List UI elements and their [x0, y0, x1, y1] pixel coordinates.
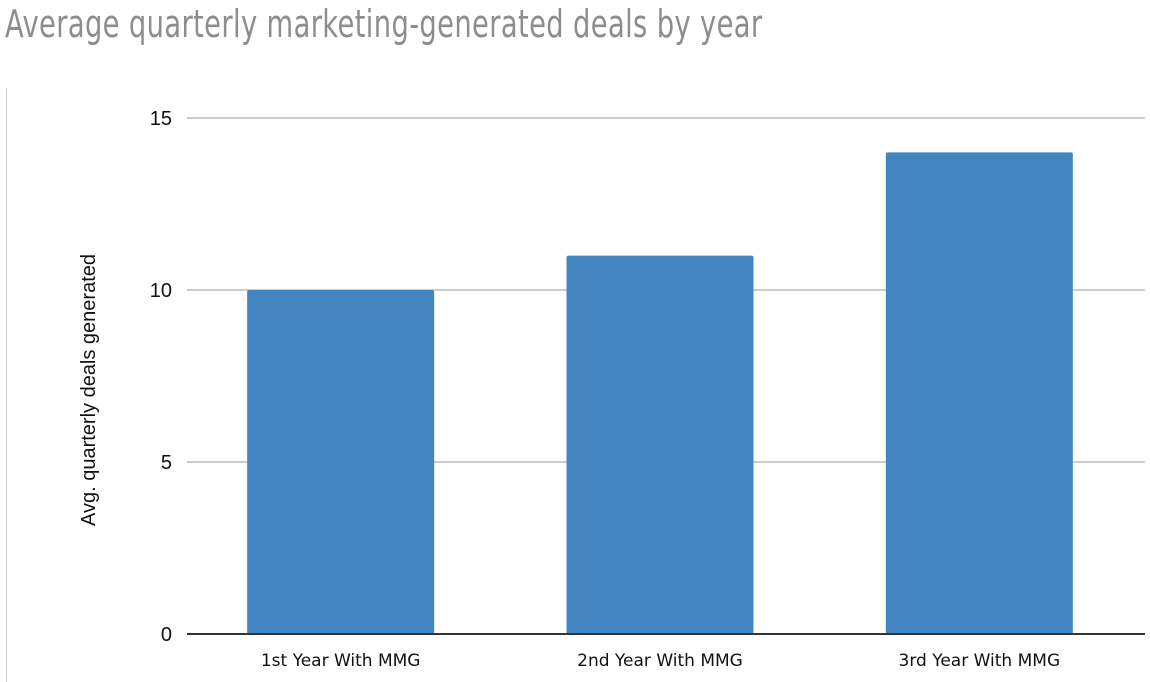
- y-tick-label: 0: [161, 624, 172, 646]
- bar: [247, 290, 435, 634]
- chart-title: Average quarterly marketing-generated de…: [5, 2, 763, 46]
- y-tick-label: 15: [150, 108, 172, 130]
- x-tick-label: 2nd Year With MMG: [577, 651, 743, 671]
- bar: [885, 152, 1073, 634]
- y-axis-label: Avg. quarterly deals generated: [78, 254, 100, 526]
- y-tick-label: 5: [161, 452, 172, 474]
- x-tick-label: 1st Year With MMG: [261, 651, 421, 671]
- y-tick-label: 10: [150, 280, 172, 302]
- x-tick-label: 3rd Year With MMG: [899, 651, 1061, 671]
- bar: [566, 255, 754, 634]
- frame-divider: [6, 88, 7, 682]
